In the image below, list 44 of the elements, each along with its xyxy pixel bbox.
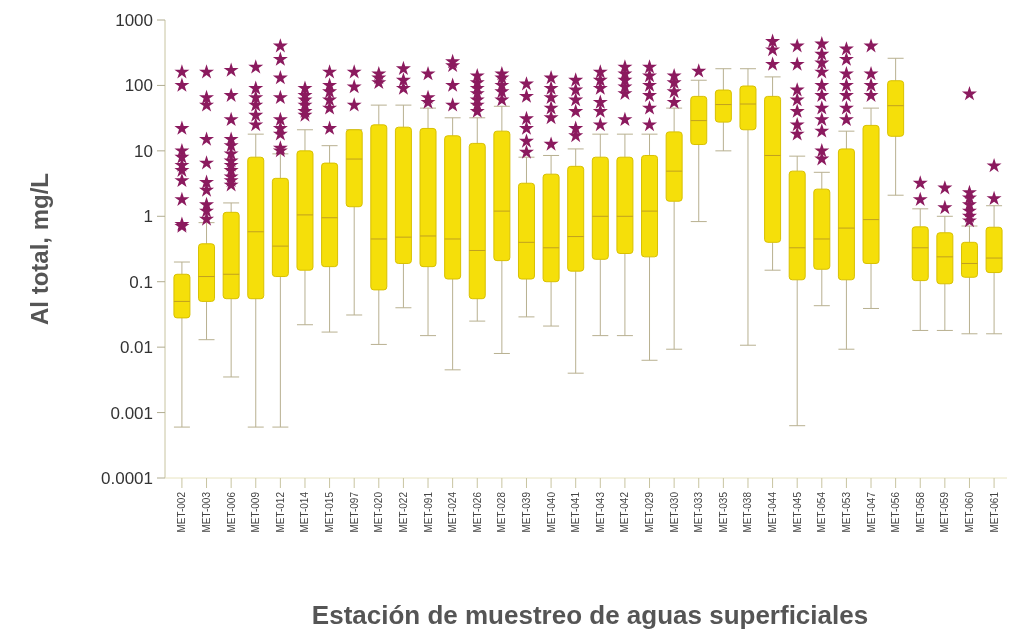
- x-tick-label: MET-047: [865, 491, 877, 533]
- y-tick-label: 0.1: [129, 272, 153, 292]
- x-tick-label: MET-026: [471, 491, 483, 533]
- x-tick-label: MET-006: [225, 491, 237, 533]
- x-tick-label: MET-009: [250, 491, 262, 533]
- x-tick-label: MET-059: [939, 491, 951, 533]
- y-tick-label: 0.01: [119, 338, 153, 358]
- x-tick-label: MET-040: [545, 491, 557, 533]
- x-tick-label: MET-060: [963, 491, 975, 533]
- x-tick-label: MET-039: [520, 491, 532, 533]
- x-tick-label: MET-020: [373, 491, 385, 533]
- x-tick-label: MET-053: [840, 491, 852, 533]
- x-tick-label: MET-028: [496, 491, 508, 533]
- x-tick-label: MET-097: [348, 491, 360, 533]
- x-tick-label: MET-033: [693, 491, 705, 533]
- x-tick-label: MET-042: [619, 491, 631, 533]
- x-tick-label: MET-030: [668, 491, 680, 533]
- y-axis-title: Al total, mg/L: [26, 173, 53, 325]
- x-tick-label: MET-015: [324, 491, 336, 533]
- x-tick-label: MET-035: [717, 491, 729, 533]
- x-tick-label: MET-003: [201, 491, 213, 533]
- y-tick-label: 0.001: [110, 403, 153, 423]
- x-tick-label: MET-045: [791, 491, 803, 533]
- y-tick-label: 0.0001: [101, 468, 153, 488]
- y-tick-label: 100: [124, 76, 153, 96]
- x-tick-label: MET-029: [644, 491, 656, 533]
- x-tick-label: MET-038: [742, 491, 754, 533]
- x-tick-label: MET-024: [447, 491, 459, 533]
- x-tick-label: MET-014: [299, 491, 311, 533]
- x-tick-label: MET-041: [570, 491, 582, 533]
- x-axis-title: Estación de muestreo de aguas superficiales: [311, 600, 869, 630]
- x-tick-label: MET-054: [816, 491, 828, 533]
- x-tick-label: MET-044: [767, 491, 779, 533]
- x-tick-label: MET-043: [594, 491, 606, 533]
- y-tick-label: 10: [134, 141, 153, 161]
- x-tick-label: MET-012: [274, 491, 286, 533]
- x-tick-label: MET-022: [397, 491, 409, 533]
- x-tick-label: MET-058: [914, 491, 926, 533]
- y-tick-label: 1: [143, 207, 153, 227]
- x-tick-label: MET-091: [422, 491, 434, 533]
- x-tick-label: MET-061: [988, 491, 1000, 533]
- x-tick-label: MET-056: [890, 491, 902, 533]
- y-tick-label: 1000: [115, 10, 153, 30]
- x-tick-label: MET-002: [176, 491, 188, 533]
